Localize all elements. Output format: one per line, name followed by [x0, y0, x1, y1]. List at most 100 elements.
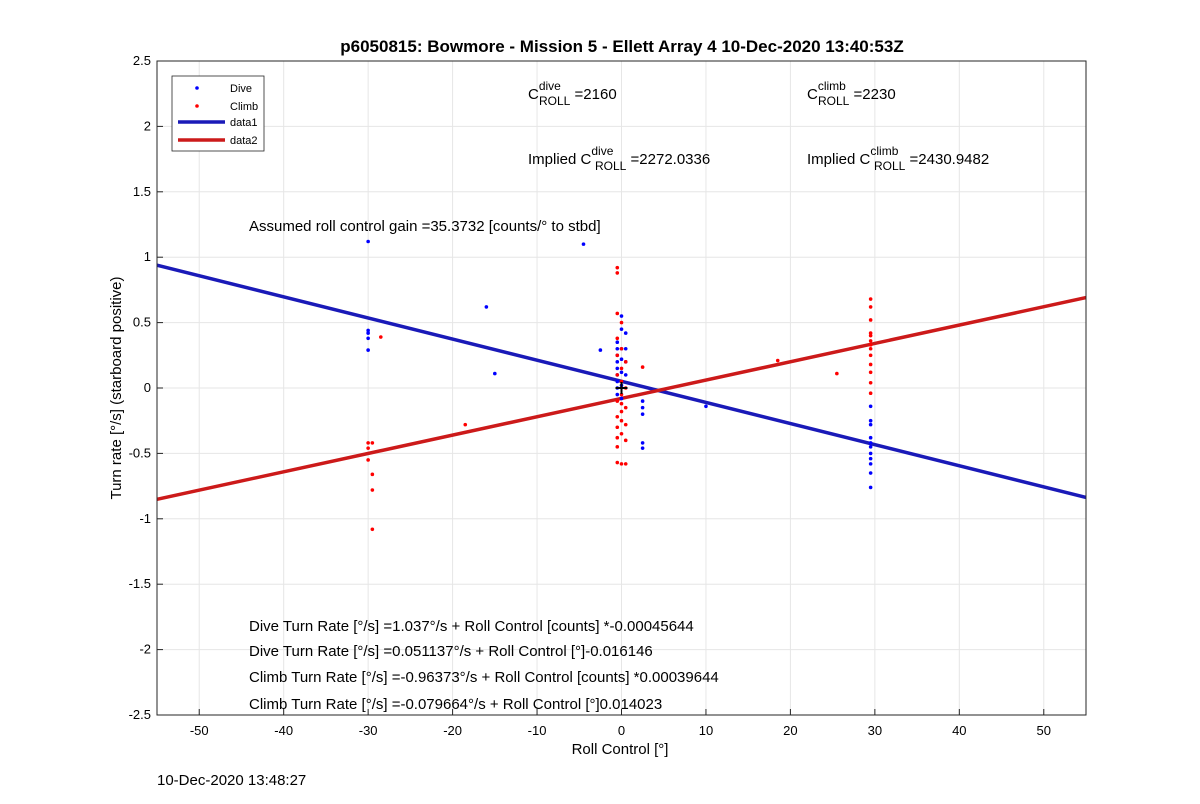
dive-point [868, 471, 873, 475]
climb-point [619, 401, 624, 406]
legend-data2-label: data2 [230, 135, 258, 147]
dive-point [619, 396, 624, 401]
dive-point [619, 357, 624, 362]
dive-point [868, 441, 873, 445]
y-tick-label: 2 [144, 118, 151, 133]
y-tick-label: -2.5 [129, 707, 151, 722]
dive-point [868, 418, 873, 423]
climb-point [615, 425, 620, 430]
climb-point [619, 320, 624, 325]
implied-c-roll-dive-annotation: Implied Cdive ROLL =2272.0336 [528, 144, 710, 173]
climb-point [868, 353, 873, 358]
dive-point [366, 336, 370, 341]
dive-point [615, 340, 620, 345]
climb-counts-equation: Climb Turn Rate [°/s] =-0.96373°/s + Rol… [249, 669, 719, 686]
dive-point [868, 451, 873, 456]
x-tick-label: -30 [359, 723, 378, 738]
climb-point [615, 445, 620, 449]
x-tick-label: -10 [528, 723, 547, 738]
dive-point [704, 404, 708, 409]
dive-point [619, 327, 624, 331]
climb-point [615, 460, 620, 465]
climb-point [615, 353, 620, 358]
climb-point [366, 446, 370, 450]
dive-point [623, 331, 628, 335]
climb-point [615, 336, 620, 341]
x-tick-label: 10 [699, 723, 713, 738]
climb-point [623, 422, 628, 427]
x-tick-label: -50 [190, 723, 209, 738]
dive-point [868, 435, 873, 440]
climb-point [379, 335, 383, 339]
c-roll-climb-annotation: Cclimb ROLL =2230 [807, 79, 896, 108]
dive-point [615, 360, 620, 364]
climb-point [775, 358, 780, 363]
climb-point [640, 365, 645, 369]
climb-point [615, 373, 620, 377]
climb-point [868, 305, 873, 309]
climb-point [623, 405, 628, 410]
dive-point [366, 328, 370, 333]
climb-point [868, 331, 873, 335]
climb-point [619, 366, 624, 371]
climb-point [370, 527, 375, 532]
dive-point [640, 399, 645, 403]
y-tick-label: 1 [144, 249, 151, 264]
dive-point [493, 371, 497, 376]
legend-data1-label: data1 [230, 117, 258, 129]
dive-point [366, 348, 370, 352]
x-tick-label: -20 [443, 723, 462, 738]
dive-point [615, 379, 620, 384]
climb-point [615, 311, 620, 316]
legend-dive-marker-icon [195, 86, 199, 90]
y-tick-label: 0 [144, 380, 151, 395]
climb-point [615, 414, 620, 419]
y-tick-label: 0.5 [133, 315, 151, 330]
climb-point [366, 458, 370, 462]
climb-point [868, 380, 873, 385]
y-tick-label: -2 [139, 642, 151, 657]
x-tick-label: 40 [952, 723, 966, 738]
dive-degrees-equation: Dive Turn Rate [°/s] =0.051137°/s + Roll… [249, 643, 653, 660]
x-tick-label: 30 [868, 723, 882, 738]
dive-point [366, 239, 370, 244]
x-tick-label: 50 [1037, 723, 1051, 738]
x-tick-label: 0 [618, 723, 625, 738]
legend: Dive Climb data1 data2 [171, 75, 265, 152]
climb-point [868, 318, 873, 322]
climb-point [868, 391, 873, 396]
x-tick-labels: -50 -40 -30 -20 -10 0 10 20 30 40 50 [190, 709, 1051, 738]
climb-point [615, 265, 620, 270]
legend-climb-marker-icon [195, 104, 199, 108]
y-tick-label: -0.5 [129, 445, 151, 460]
dive-point [615, 392, 620, 397]
climb-point [366, 441, 370, 445]
dive-point [598, 348, 603, 352]
climb-point [868, 343, 873, 347]
dive-point [640, 441, 645, 445]
climb-point [623, 462, 628, 466]
y-tick-label: -1.5 [129, 576, 151, 591]
footer-timestamp: 10-Dec-2020 13:48:27 [157, 772, 307, 789]
dive-point [623, 373, 628, 377]
y-tick-label: 1.5 [133, 184, 151, 199]
roll-gain-annotation: Assumed roll control gain =35.3732 [coun… [249, 218, 601, 235]
climb-point [619, 409, 624, 414]
origin-marker [615, 382, 628, 394]
implied-c-roll-climb-annotation: Implied Cclimb ROLL =2430.9482 [807, 144, 989, 173]
dive-point [366, 331, 370, 335]
climb-point [619, 418, 624, 423]
climb-point [619, 431, 624, 436]
legend-dive-label: Dive [230, 83, 252, 95]
climb-point [615, 435, 620, 440]
y-tick-label: 2.5 [133, 53, 151, 68]
dive-point [868, 485, 873, 490]
climb-point [623, 360, 628, 364]
climb-point [868, 297, 873, 301]
dive-point [484, 305, 489, 309]
climb-degrees-equation: Climb Turn Rate [°/s] =-0.079664°/s + Ro… [249, 696, 662, 713]
y-tick-label: -1 [139, 511, 151, 526]
data-points [366, 239, 873, 532]
climb-point [463, 422, 468, 427]
